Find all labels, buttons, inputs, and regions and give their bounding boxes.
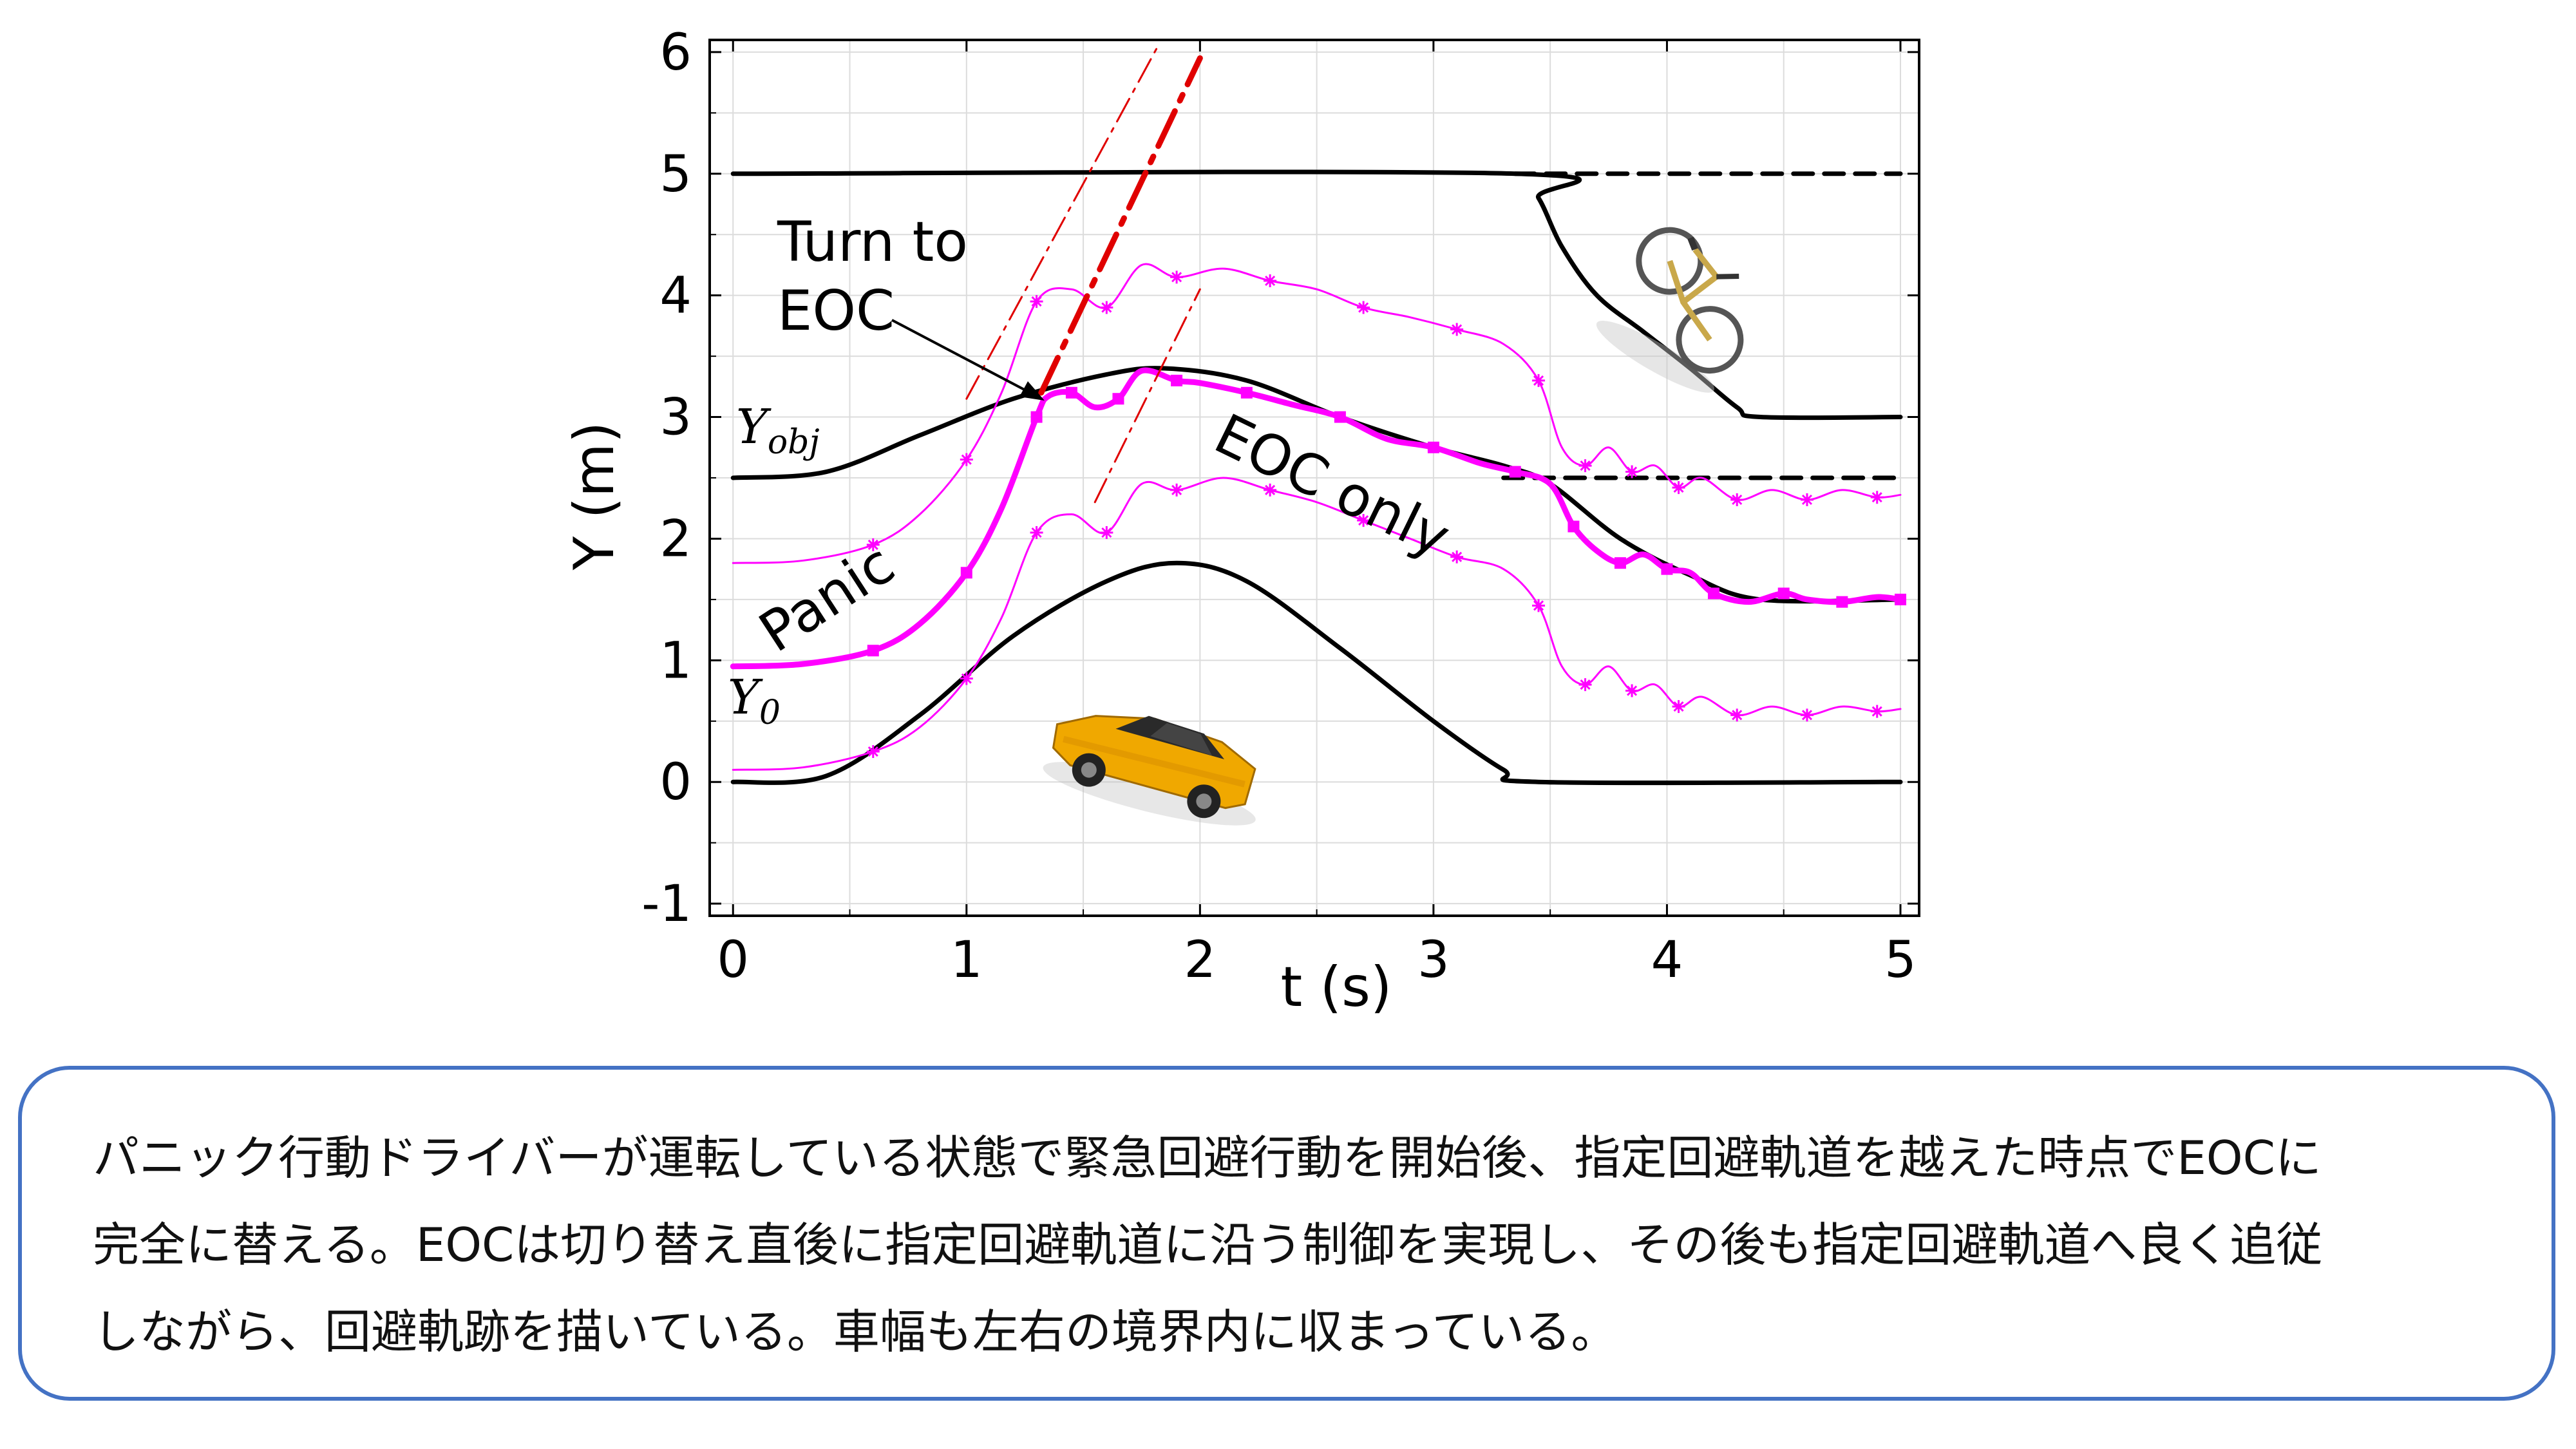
bicycle-icon: [1596, 227, 1744, 393]
data-point-marker: [1264, 483, 1277, 497]
y0-main: Y: [728, 670, 763, 725]
y0-subscript: 0: [759, 694, 781, 732]
data-point-marker: [1625, 465, 1639, 478]
x-tick-label: 4: [1651, 931, 1683, 989]
data-point-marker: [1800, 708, 1814, 722]
y-obj-subscript: obj: [768, 423, 820, 462]
data-point-marker: [1800, 493, 1814, 506]
data-point-marker: [1614, 557, 1626, 569]
data-point-marker: [1707, 587, 1719, 600]
data-point-marker: [1065, 386, 1077, 399]
y-obj-label: Yobj: [736, 399, 820, 462]
x-tick-label: 2: [1184, 931, 1217, 989]
y-tick-label: 1: [659, 632, 692, 690]
data-point-marker: [1578, 678, 1592, 692]
data-point-marker: [1100, 526, 1113, 539]
y0-label: Y0: [728, 670, 781, 732]
data-point-marker: [1836, 596, 1848, 608]
data-point-marker: [1578, 459, 1592, 473]
data-point-marker: [1030, 295, 1043, 308]
series-line-black-solid-2: [730, 169, 1903, 421]
y-tick-label: 3: [659, 389, 692, 447]
data-point-marker: [1777, 587, 1790, 600]
data-point-marker: [1532, 374, 1546, 387]
x-tick-label: 3: [1417, 931, 1450, 989]
data-point-marker: [960, 453, 973, 466]
turn-to-eoc-label-line2: EOC: [777, 279, 895, 343]
y-tick-label: 0: [659, 753, 692, 811]
x-tick-label: 5: [1884, 931, 1917, 989]
data-point-marker: [866, 538, 880, 551]
caption-text: パニック行動ドライバーが運転している状態で緊急回避行動を開始後、指定回避軌道を越…: [93, 1131, 2323, 1359]
y-tick-label: 2: [659, 510, 692, 568]
series-line-red-thin-dashdot-10: [1094, 288, 1201, 504]
trajectory-chart: 0 1 2 3 4 5 -1 0 1 2 3 4 5 6 t (s) Y (m) Turn to: [562, 24, 1920, 1019]
turn-to-eoc-label-line1: Turn to: [777, 210, 968, 274]
series-line-red-thin-dashdot-9: [965, 44, 1159, 400]
y-obj-main: Y: [736, 399, 772, 455]
y-tick-label: 6: [659, 24, 692, 82]
data-point-marker: [1625, 684, 1639, 697]
data-point-marker: [1509, 466, 1521, 478]
data-point-marker: [1730, 708, 1744, 722]
data-point-marker: [1357, 301, 1370, 314]
data-point-marker: [1672, 700, 1685, 714]
data-point-marker: [1170, 483, 1184, 497]
caption-box: パニック行動ドライバーが運転している状態で緊急回避行動を開始後、指定回避軌道を越…: [18, 1066, 2555, 1401]
data-point-marker: [1672, 481, 1685, 495]
series-line-magenta-thin-6: [732, 263, 1902, 564]
y-axis-title: Y (m): [562, 422, 627, 571]
data-point-marker: [1730, 493, 1744, 506]
data-point-marker: [1264, 274, 1277, 287]
data-point-marker: [1357, 514, 1370, 527]
marker-layer: [866, 270, 1906, 758]
data-point-marker: [1450, 550, 1464, 564]
data-point-marker: [960, 567, 972, 579]
turn-to-eoc-arrowhead: [1019, 381, 1045, 401]
data-point-marker: [1661, 563, 1673, 575]
data-point-marker: [1240, 386, 1253, 399]
data-point-marker: [1870, 491, 1884, 504]
data-point-marker: [1100, 301, 1113, 314]
data-point-marker: [1870, 705, 1884, 718]
y-tick-label: -1: [641, 875, 692, 933]
turn-to-eoc-arrow: [891, 319, 1031, 394]
data-point-marker: [960, 672, 973, 685]
data-point-marker: [1894, 593, 1906, 605]
car-icon: [1043, 715, 1256, 826]
data-point-marker: [866, 745, 880, 758]
data-point-marker: [1171, 374, 1183, 386]
data-point-marker: [1170, 270, 1184, 284]
data-point-marker: [1427, 441, 1439, 453]
data-point-marker: [1112, 393, 1124, 405]
data-point-marker: [1030, 526, 1043, 539]
data-point-marker: [1532, 599, 1546, 612]
data-point-marker: [1450, 323, 1464, 336]
x-axis-title: t (s): [1281, 955, 1392, 1019]
y-tick-label: 4: [659, 267, 692, 325]
y-tick-label: 5: [659, 146, 692, 204]
data-point-marker: [867, 645, 879, 657]
data-point-marker: [1030, 411, 1043, 423]
series-line-black-solid-0: [730, 560, 1903, 786]
chart-area: 0 1 2 3 4 5 -1 0 1 2 3 4 5 6 t (s) Y (m) Turn to: [562, 24, 1920, 1019]
data-point-marker: [1334, 411, 1346, 423]
x-tick-label: 0: [717, 931, 749, 989]
series-line-magenta-thin-7: [732, 477, 1902, 771]
x-tick-label: 1: [951, 931, 983, 989]
series-line-red-dashdot-8: [1038, 55, 1203, 396]
data-point-marker: [1567, 520, 1580, 533]
tick-layer: 0 1 2 3 4 5 -1 0 1 2 3 4 5 6: [641, 24, 1919, 989]
